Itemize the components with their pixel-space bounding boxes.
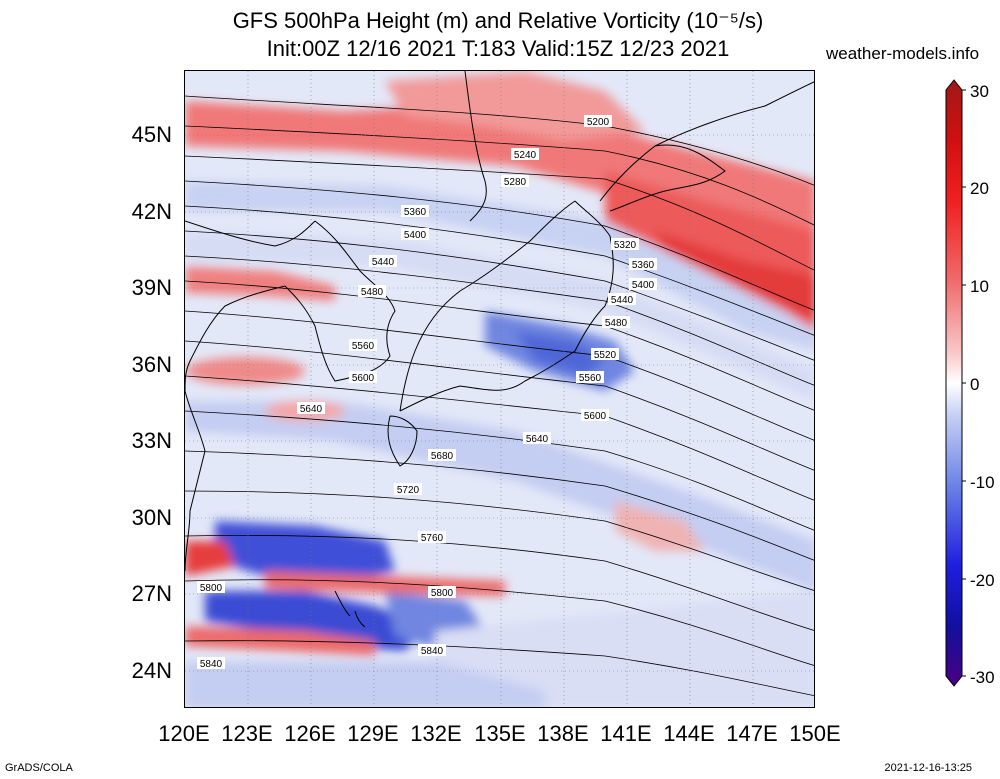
- contour-label: 5840: [200, 659, 223, 670]
- map-title-line2: Init:00Z 12/16 2021 T:183 Valid:15Z 12/2…: [266, 36, 730, 61]
- sakhalin-primorye: [464, 71, 487, 222]
- korea-coast: [284, 220, 396, 382]
- site-credit: weather-models.info: [826, 44, 980, 63]
- honshu-east: [574, 200, 614, 307]
- contour-label: 5320: [614, 240, 637, 251]
- lon-label: 126E: [284, 721, 336, 746]
- contour-label: 5240: [514, 150, 537, 161]
- contour-label: 5480: [361, 287, 384, 298]
- height-contours: [185, 95, 814, 697]
- contour-label: 5440: [372, 257, 395, 268]
- lon-label: 132E: [410, 721, 462, 746]
- contour-label: 5600: [352, 373, 375, 384]
- contour-label: 5600: [584, 411, 607, 422]
- contour-label: 5360: [404, 207, 427, 218]
- lat-label: 39N: [131, 275, 172, 300]
- lat-label: 33N: [131, 428, 172, 453]
- colorbar-label: 0: [970, 375, 980, 394]
- footer-timestamp: 2021-12-16-13:25: [884, 762, 972, 774]
- lon-label: 144E: [663, 721, 715, 746]
- contour-label: 5440: [611, 295, 634, 306]
- contour-label: 5560: [352, 341, 375, 352]
- lat-label: 24N: [131, 658, 172, 683]
- contour-label: 5640: [300, 404, 323, 415]
- contour-label: 5640: [526, 434, 549, 445]
- honshu-south: [399, 305, 606, 412]
- kuril: [654, 81, 814, 147]
- lon-label: 138E: [537, 721, 589, 746]
- china-coast-north: [185, 285, 286, 392]
- contour-label: 5680: [431, 451, 454, 462]
- contour-label: 5200: [587, 117, 610, 128]
- lon-label: 129E: [347, 721, 399, 746]
- contour-label: 5800: [200, 583, 223, 594]
- footer-software: GrADS/COLA: [5, 762, 73, 774]
- contour-label: 5840: [421, 646, 444, 657]
- contour-label: 5800: [431, 588, 454, 599]
- contour-label: 5400: [632, 280, 655, 291]
- contour-label: 5480: [605, 318, 628, 329]
- lon-label: 120E: [158, 721, 210, 746]
- lat-label: 36N: [131, 352, 172, 377]
- contour-label: 5400: [404, 230, 427, 241]
- kyushu: [387, 415, 418, 467]
- contour-label: 5720: [397, 485, 420, 496]
- ryukyu: [334, 590, 366, 628]
- china-coast-east: [185, 390, 206, 572]
- contour-label: 5520: [594, 350, 617, 361]
- colorbar: [945, 79, 966, 687]
- colorbar-label: -10: [970, 473, 995, 492]
- lon-label: 141E: [600, 721, 652, 746]
- lon-label: 150E: [789, 721, 841, 746]
- lat-label: 27N: [131, 581, 172, 606]
- colorbar-label: 30: [970, 82, 989, 101]
- colorbar-label: -20: [970, 571, 995, 590]
- contour-label: 5360: [632, 260, 655, 271]
- contour-label: 5560: [579, 373, 602, 384]
- colorbar-label: -30: [970, 668, 995, 687]
- lat-label: 30N: [131, 505, 172, 530]
- vorticity-map: 5200 5240 5280 5320 5360 5360 5400 5400 …: [184, 70, 815, 708]
- lat-label: 45N: [131, 122, 172, 147]
- bohai-coast: [185, 220, 316, 247]
- lat-label: 42N: [131, 199, 172, 224]
- lon-label: 123E: [221, 721, 273, 746]
- contour-label: 5280: [504, 177, 527, 188]
- lon-label: 135E: [474, 721, 526, 746]
- contour-label: 5760: [421, 533, 444, 544]
- map-title-line1: GFS 500hPa Height (m) and Relative Vorti…: [232, 8, 764, 33]
- map-canvas: 5200 5240 5280 5320 5360 5360 5400 5400 …: [185, 71, 814, 707]
- colorbar-label: 10: [970, 277, 989, 296]
- contour-labels: 5200 5240 5280 5320 5360 5360 5400 5400 …: [197, 115, 657, 670]
- colorbar-label: 20: [970, 179, 989, 198]
- honshu-north: [399, 200, 576, 412]
- lon-label: 147E: [726, 721, 778, 746]
